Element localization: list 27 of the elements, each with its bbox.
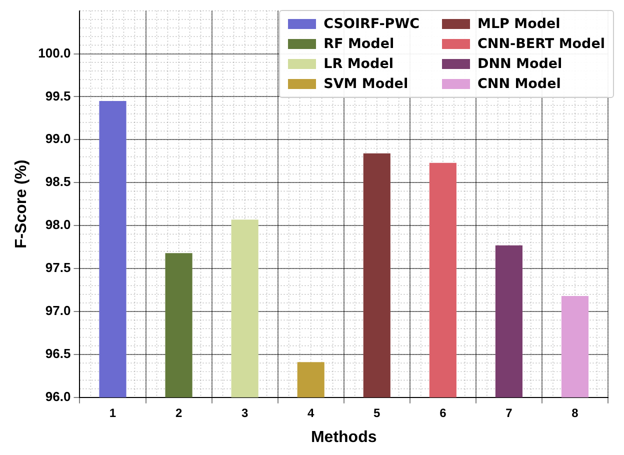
legend-label: MLP Model xyxy=(478,16,560,32)
x-tick-label: 1 xyxy=(109,406,116,420)
y-axis-title: F-Score (%) xyxy=(13,160,30,249)
x-tick-label: 2 xyxy=(175,406,182,420)
y-tick-label: 99.5 xyxy=(45,88,71,104)
x-tick-label: 8 xyxy=(572,406,579,420)
y-tick-label: 99.0 xyxy=(45,131,71,146)
legend-label: CNN-BERT Model xyxy=(478,36,605,52)
legend-label: DNN Model xyxy=(478,56,562,72)
legend-label: SVM Model xyxy=(324,76,408,92)
y-tick-label: 97.0 xyxy=(45,303,71,318)
x-tick-label: 7 xyxy=(506,406,513,420)
legend-label: CNN Model xyxy=(478,76,561,92)
x-tick-label: 5 xyxy=(374,406,381,420)
y-tick-label: 98.0 xyxy=(45,217,71,232)
x-tick-label: 4 xyxy=(308,406,315,420)
x-axis-title: Methods xyxy=(310,428,377,446)
y-tick-label: 96.5 xyxy=(45,346,71,362)
x-tick-label: 6 xyxy=(440,406,447,420)
legend-label: LR Model xyxy=(324,56,394,72)
x-tick-label: 3 xyxy=(241,406,248,420)
y-tick-label: 97.5 xyxy=(45,260,71,276)
legend-label: CSOIRF-PWC xyxy=(324,16,420,32)
legend-label: RF Model xyxy=(324,36,394,52)
y-tick-label: 96.0 xyxy=(45,388,71,404)
y-tick-label: 100.0 xyxy=(38,45,71,60)
y-tick-label: 98.5 xyxy=(45,174,71,190)
